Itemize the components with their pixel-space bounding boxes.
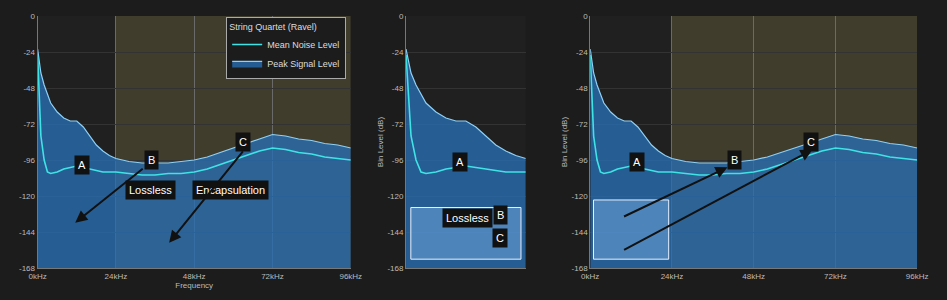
- svg-text:Peak Signal Level: Peak Signal Level: [267, 59, 339, 69]
- svg-text:0: 0: [399, 12, 404, 21]
- svg-text:24kHz: 24kHz: [105, 272, 128, 281]
- svg-text:-168: -168: [387, 264, 404, 273]
- svg-text:-120: -120: [19, 192, 36, 201]
- svg-text:A: A: [78, 159, 86, 171]
- svg-text:-96: -96: [392, 156, 404, 165]
- svg-text:96kHz: 96kHz: [339, 272, 362, 281]
- svg-text:Lossless: Lossless: [446, 212, 489, 224]
- svg-text:A: A: [633, 156, 641, 168]
- svg-text:-48: -48: [576, 84, 588, 93]
- svg-text:-168: -168: [19, 264, 36, 273]
- svg-text:-144: -144: [387, 228, 404, 237]
- svg-text:-96: -96: [23, 156, 35, 165]
- svg-text:-72: -72: [392, 120, 404, 129]
- svg-text:C: C: [239, 136, 247, 148]
- svg-text:Mean Noise Level: Mean Noise Level: [267, 40, 339, 50]
- svg-text:Bin Level (dB): Bin Level (dB): [560, 117, 569, 168]
- svg-text:-72: -72: [576, 120, 588, 129]
- svg-text:B: B: [148, 154, 155, 166]
- svg-text:-24: -24: [576, 48, 588, 57]
- svg-text:-168: -168: [572, 264, 589, 273]
- svg-text:Bin Level (dB): Bin Level (dB): [376, 117, 385, 168]
- svg-text:0kHz: 0kHz: [581, 272, 599, 281]
- svg-text:72kHz: 72kHz: [261, 272, 284, 281]
- svg-text:-24: -24: [23, 48, 35, 57]
- svg-text:Lossless: Lossless: [129, 184, 172, 196]
- svg-text:-120: -120: [387, 192, 404, 201]
- svg-text:0kHz: 0kHz: [29, 272, 47, 281]
- svg-text:0: 0: [583, 12, 588, 21]
- svg-text:-72: -72: [23, 120, 35, 129]
- svg-text:C: C: [807, 136, 815, 148]
- svg-text:-48: -48: [23, 84, 35, 93]
- svg-text:-48: -48: [392, 84, 404, 93]
- svg-text:-24: -24: [392, 48, 404, 57]
- svg-text:B: B: [497, 209, 504, 221]
- svg-text:72kHz: 72kHz: [824, 272, 847, 281]
- svg-text:B: B: [731, 154, 738, 166]
- svg-text:String Quartet (Ravel): String Quartet (Ravel): [229, 22, 317, 32]
- svg-text:0: 0: [31, 12, 36, 21]
- svg-text:-144: -144: [19, 228, 36, 237]
- svg-text:-144: -144: [572, 228, 589, 237]
- svg-text:-96: -96: [576, 156, 588, 165]
- svg-text:C: C: [496, 232, 504, 244]
- svg-text:48kHz: 48kHz: [742, 272, 765, 281]
- svg-text:-120: -120: [572, 192, 589, 201]
- svg-text:24kHz: 24kHz: [661, 272, 684, 281]
- svg-text:Encapsulation: Encapsulation: [196, 184, 265, 196]
- svg-text:Frequency: Frequency: [175, 281, 213, 290]
- svg-text:A: A: [456, 156, 464, 168]
- svg-text:48kHz: 48kHz: [183, 272, 206, 281]
- svg-text:96kHz: 96kHz: [906, 272, 929, 281]
